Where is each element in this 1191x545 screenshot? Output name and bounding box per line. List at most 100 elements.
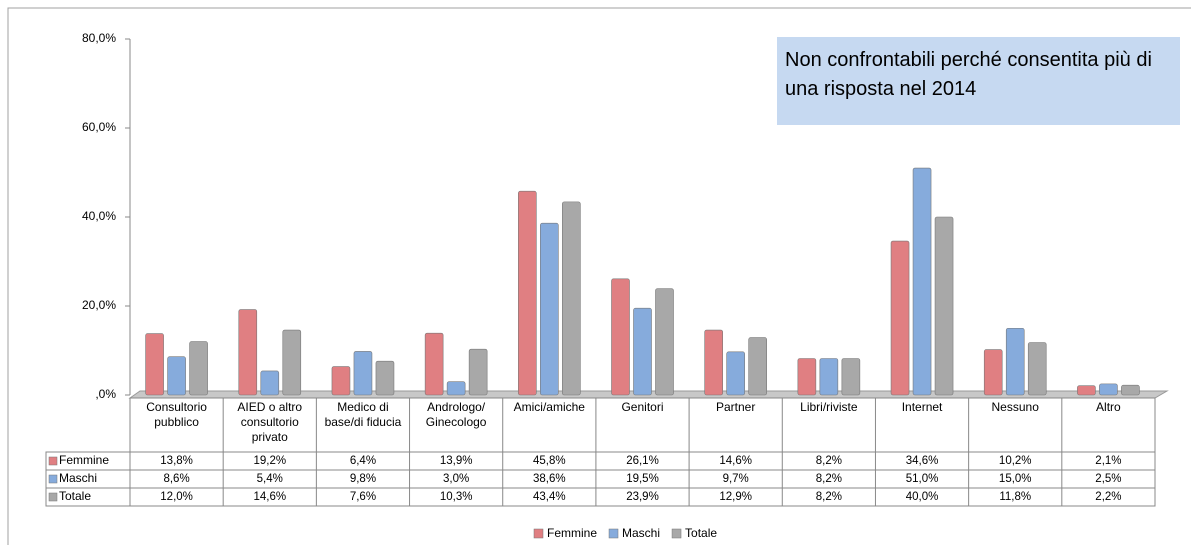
bar [238,309,258,396]
legend-label: Femmine [547,526,597,540]
category-wrap: Consultorio pubblico [146,400,207,429]
x-tick-label: Medico di base/di fiducia [324,400,402,429]
bar [841,358,861,396]
category-wrap: AIED o altro consultorio privato [237,400,303,444]
bar [1099,383,1118,396]
bar [1005,327,1025,396]
cell: 7,6% [350,491,376,503]
cell: 14,6% [719,455,752,467]
cell: 2,1% [1095,455,1121,467]
category-wrap: Genitori [621,400,664,414]
x-tick-label: Internet [901,400,943,414]
legend-swatch [671,528,682,539]
bar [726,351,745,396]
bar [375,360,395,396]
cell: 8,2% [816,491,842,503]
bar [331,366,351,396]
cell: 10,2% [999,455,1032,467]
bar [1077,385,1096,396]
y-tick-label: 60,0% [82,120,116,134]
category-wrap: Andrologo/ Ginecologo [425,400,487,429]
category-wrap: Amici/amiche [513,400,585,414]
cell: 19,2% [253,455,286,467]
bar [704,329,723,396]
x-tick-label: Consultorio pubblico [146,400,207,429]
x-tick-label: Nessuno [991,400,1039,414]
bar [890,240,910,396]
x-tick-label: Partner [715,400,756,414]
bar [518,190,537,396]
cell: 3,0% [443,473,469,485]
frame [7,7,1191,545]
cell: 12,0% [160,491,193,503]
cell: 43,4% [533,491,566,503]
cell: 12,9% [719,491,752,503]
cell: 40,0% [906,491,939,503]
cell: 9,7% [723,473,749,485]
row-swatch [48,492,58,502]
category-wrap: Altro [1096,400,1121,414]
cell: 13,9% [440,455,473,467]
category-wrap: Medico di base/di fiducia [324,400,402,429]
cell: 34,6% [906,455,939,467]
cell: 5,4% [257,473,283,485]
y-tick-label: 20,0% [82,298,116,312]
category-wrap: Partner [715,400,756,414]
cell: 8,2% [816,473,842,485]
y-tick-label: 40,0% [82,209,116,223]
bar [167,356,186,396]
cell: 2,5% [1095,473,1121,485]
category-wrap: Nessuno [991,400,1039,414]
cell: 8,2% [816,455,842,467]
bar [145,333,164,396]
legend-swatch [608,528,619,539]
bar [819,358,839,396]
y-tick-label: 80,0% [82,31,116,45]
bar [424,332,444,396]
bar [282,329,302,396]
row-swatch [48,456,58,466]
bar [633,307,652,396]
cell: 45,8% [533,455,566,467]
row-label: Totale [59,489,91,503]
legend-label: Maschi [622,526,660,540]
cell: 8,6% [163,473,189,485]
bar [912,167,932,396]
y-tick-label: ,0% [95,387,116,401]
bar [562,201,581,396]
bar [611,278,630,396]
x-tick-label: AIED o altro consultorio privato [237,400,303,444]
x-tick-label: Andrologo/ Ginecologo [425,400,487,429]
cell: 10,3% [440,491,473,503]
bar [446,381,466,396]
cell: 9,8% [350,473,376,485]
legend-swatch [533,528,544,539]
cell: 15,0% [999,473,1032,485]
x-tick-label: Amici/amiche [513,400,585,414]
bar [655,288,674,396]
cell: 11,8% [999,491,1031,503]
table-frame [45,451,1156,507]
x-tick-label: Genitori [621,400,664,414]
cell: 38,6% [533,473,566,485]
row-label: Maschi [59,471,97,485]
annotation-box [777,37,1180,125]
bar [934,216,954,396]
cell: 14,6% [253,491,286,503]
bar [468,348,488,396]
x-tick-label: Altro [1096,400,1121,414]
annotation: Non confrontabili perché consentita più … [785,49,1152,100]
category-wrap: Libri/riviste [800,400,857,414]
bar [1027,342,1047,396]
legend-label: Totale [685,526,717,540]
bar [797,358,817,396]
bar [748,337,767,396]
bar [353,351,373,396]
cell: 23,9% [626,491,659,503]
cell: 6,4% [350,455,376,467]
bar [189,341,208,396]
row-swatch [48,474,58,484]
cell: 51,0% [906,473,939,485]
category-wrap: Internet [901,400,943,414]
